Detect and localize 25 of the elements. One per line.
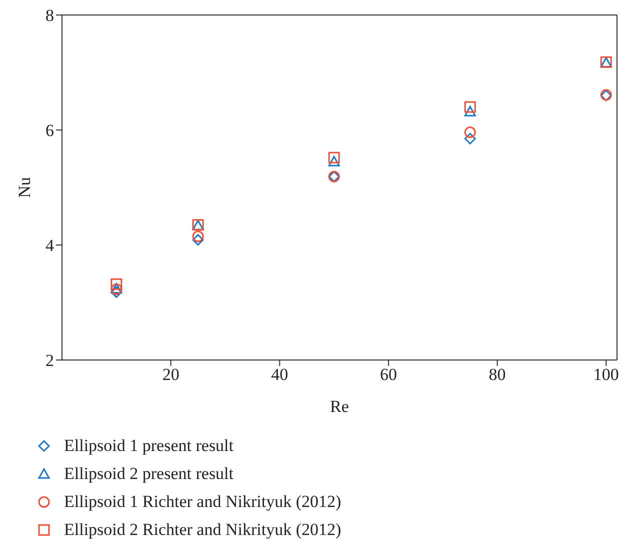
x-tick-label: 80	[488, 365, 506, 384]
point	[192, 234, 204, 246]
y-tick-label: 2	[46, 351, 54, 370]
legend-label: Ellipsoid 2 present result	[64, 464, 234, 484]
y-tick-label: 4	[46, 236, 54, 256]
point	[110, 278, 122, 290]
legend-label: Ellipsoid 2 Richter and Nikrityuk (2012)	[64, 520, 342, 540]
point	[464, 126, 476, 138]
y-axis-title: Nu	[15, 176, 34, 198]
y-tick-label: 8	[46, 6, 54, 26]
x-tick-label: 20	[162, 365, 180, 384]
point	[464, 132, 476, 144]
x-tick-label: 60	[380, 365, 397, 384]
point	[192, 230, 204, 242]
x-tick-label: 100	[593, 365, 619, 384]
legend-label: Ellipsoid 1 present result	[64, 436, 234, 456]
x-axis-title: Re	[330, 397, 349, 416]
x-tick-label: 40	[271, 365, 288, 384]
point	[328, 156, 340, 166]
point	[464, 101, 476, 113]
point	[464, 106, 476, 116]
point	[328, 152, 340, 164]
legend-label: Ellipsoid 1 Richter and Nikrityuk (2012)	[64, 492, 342, 512]
y-tick-label: 6	[46, 121, 54, 140]
point	[110, 286, 122, 298]
